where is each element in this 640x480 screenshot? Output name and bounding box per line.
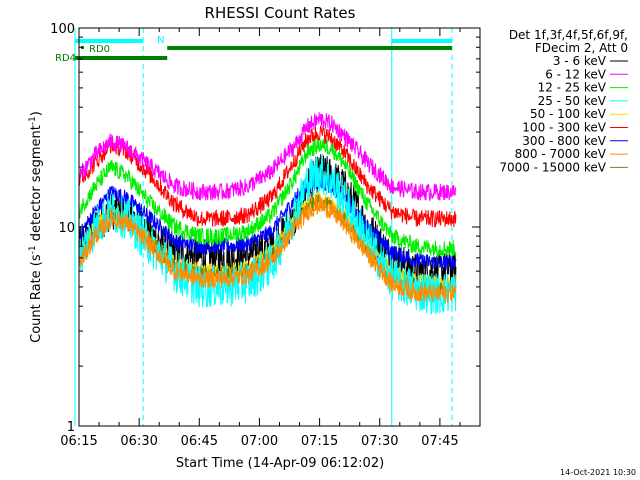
series-line-300-800keV xyxy=(78,175,457,271)
x-tick-label: 06:45 xyxy=(181,434,218,449)
x-tick-label: 07:15 xyxy=(301,434,338,449)
legend-label: 300 - 800 keV xyxy=(522,134,606,148)
flag-label-n: N xyxy=(157,35,164,46)
legend: Det 1f,3f,4f,5f,6f,9f,FDecim 2, Att 03 -… xyxy=(499,28,628,174)
legend-label: 7000 - 15000 keV xyxy=(499,160,606,174)
legend-label: 12 - 25 keV xyxy=(538,81,607,95)
series-line-12-25keV xyxy=(78,136,457,258)
x-tick-label: 06:30 xyxy=(120,434,157,449)
legend-label: 50 - 100 keV xyxy=(530,107,607,121)
legend-label: 3 - 6 keV xyxy=(553,54,607,68)
legend-label: 100 - 300 keV xyxy=(522,121,606,135)
series-line-100-300keV xyxy=(78,125,457,228)
series-line-6-12keV xyxy=(78,112,457,203)
x-tick-label: 07:00 xyxy=(241,434,278,449)
series-line-800-7000keV xyxy=(78,195,457,303)
chart-title: RHESSI Count Rates xyxy=(205,4,356,22)
x-axis: 06:15 06:30 06:45 07:00 07:15 07:30 07:45 xyxy=(60,28,461,449)
y-axis: 1 10 100 xyxy=(50,22,480,435)
legend-label: 25 - 50 keV xyxy=(538,94,607,108)
legend-header: Det 1f,3f,4f,5f,6f,9f, xyxy=(509,28,628,42)
legend-label: 6 - 12 keV xyxy=(545,67,607,81)
legend-label: 800 - 7000 keV xyxy=(515,147,607,161)
y-tick-label: 100 xyxy=(50,22,75,37)
y-tick-label: 10 xyxy=(58,221,75,236)
flag-label-rd0: RD0 xyxy=(89,44,110,55)
footer-timestamp: 14-Oct-2021 10:30 xyxy=(560,468,636,477)
y-tick-label: 1 xyxy=(67,420,75,435)
x-tick-label: 06:15 xyxy=(60,434,97,449)
x-axis-label: Start Time (14-Apr-09 06:12:02) xyxy=(176,456,384,471)
x-tick-label: 07:30 xyxy=(361,434,398,449)
y-axis-label: Count Rate (s-1 detector segment-1) xyxy=(28,111,44,343)
legend-header: FDecim 2, Att 0 xyxy=(535,41,628,55)
x-tick-label: 07:45 xyxy=(421,434,458,449)
plot-area: N RD0 RD4 xyxy=(55,28,457,426)
flag-label-rd4: RD4 xyxy=(55,53,76,64)
